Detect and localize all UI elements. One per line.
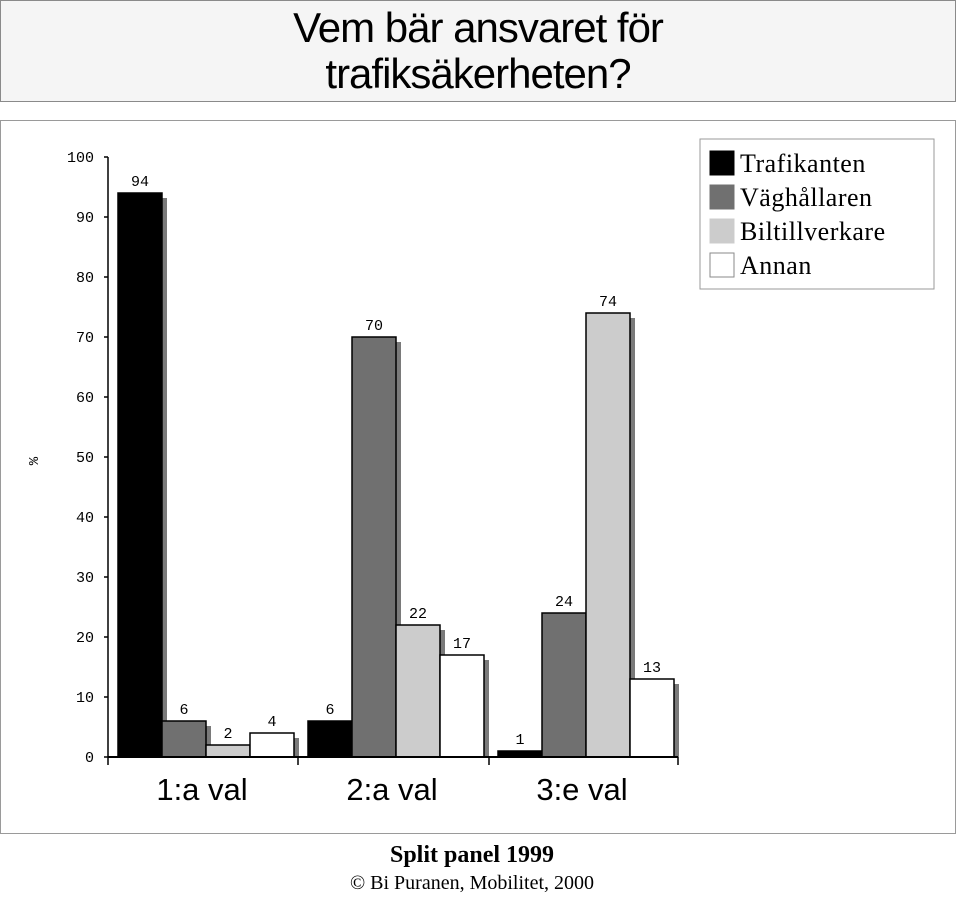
bar <box>395 624 441 758</box>
legend-swatch <box>709 184 735 210</box>
bar-value-label: 22 <box>409 606 427 623</box>
bar-value-label: 24 <box>555 594 573 611</box>
bar-value-label: 17 <box>453 636 471 653</box>
bar-value-label: 6 <box>325 702 334 719</box>
legend-box <box>699 138 935 290</box>
bar <box>161 720 207 758</box>
bar <box>307 720 353 758</box>
bar <box>585 312 631 758</box>
chart-title-line-1: Vem bär ansvaret för <box>293 4 664 51</box>
bar-value-label: 94 <box>131 174 149 191</box>
y-tick-label: 0 <box>85 750 94 767</box>
y-tick-label: 70 <box>76 330 94 347</box>
bar <box>117 192 163 758</box>
bar <box>629 678 675 758</box>
legend-label: Annan <box>740 251 812 280</box>
y-tick-label: 100 <box>67 150 94 167</box>
bar-value-label: 74 <box>599 294 617 311</box>
legend-label: Väghållaren <box>740 183 873 212</box>
bar-value-label: 2 <box>223 726 232 743</box>
bar <box>439 654 485 758</box>
y-tick-label: 60 <box>76 390 94 407</box>
bar <box>249 732 295 758</box>
bar <box>205 744 251 758</box>
bar-value-label: 70 <box>365 318 383 335</box>
footer-copyright: © Bi Puranen, Mobilitet, 2000 <box>349 872 595 894</box>
y-tick-label: 20 <box>76 630 94 647</box>
bar-value-label: 1 <box>515 732 524 749</box>
y-axis-label: % <box>27 456 43 465</box>
bar <box>351 336 397 758</box>
legend-label: Biltillverkare <box>740 217 886 246</box>
x-category-label: 3:e val <box>536 772 627 807</box>
bar-value-label: 4 <box>267 714 276 731</box>
x-category-label: 2:a val <box>346 772 437 807</box>
legend-swatch <box>709 218 735 244</box>
bar-value-label: 6 <box>179 702 188 719</box>
bar-value-label: 13 <box>643 660 661 677</box>
footer-source-title: Split panel 1999 <box>389 842 555 868</box>
x-category-label: 1:a val <box>156 772 247 807</box>
legend-swatch <box>709 252 735 278</box>
y-tick-label: 10 <box>76 690 94 707</box>
title-box: Vem bär ansvaret för trafiksäkerheten? <box>0 0 956 102</box>
y-tick-label: 40 <box>76 510 94 527</box>
legend-swatch <box>709 150 735 176</box>
y-tick-label: 30 <box>76 570 94 587</box>
legend-label: Trafikanten <box>740 149 866 178</box>
y-tick-label: 50 <box>76 450 94 467</box>
y-tick-label: 80 <box>76 270 94 287</box>
chart-title-line-2: trafiksäkerheten? <box>325 50 631 97</box>
bar <box>541 612 587 758</box>
y-tick-label: 90 <box>76 210 94 227</box>
